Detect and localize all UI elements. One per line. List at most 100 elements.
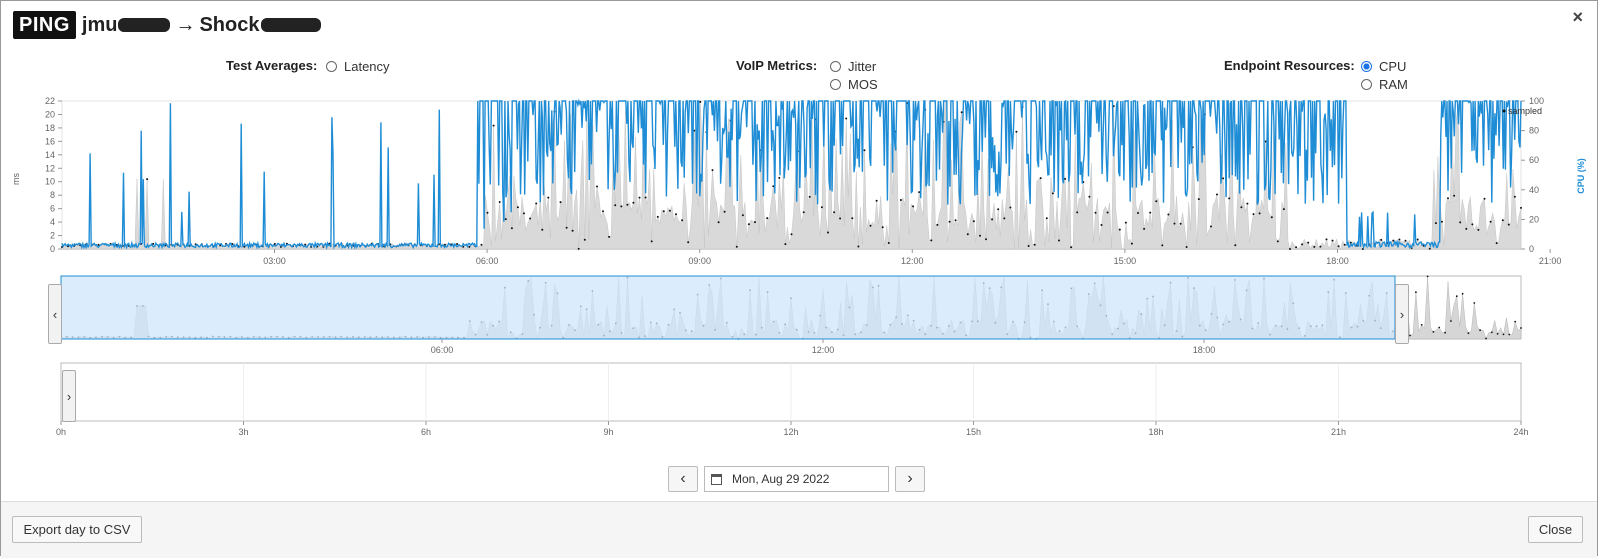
sample-dot — [1070, 246, 1073, 249]
latency-area — [61, 101, 1522, 250]
overview-x-tick-label: 12:00 — [812, 345, 835, 355]
day-range-handle[interactable]: › — [62, 370, 76, 422]
day-x-tick-label: 15h — [966, 427, 981, 437]
sample-dot — [523, 212, 525, 215]
radio-latency[interactable]: Latency — [326, 59, 390, 74]
sample-dot — [1477, 228, 1480, 231]
day-range-chart[interactable]: 0h 3h 6h 9h 12h 15h 18h 21h 24h — [1, 356, 1600, 446]
next-day-button[interactable]: › — [895, 466, 925, 492]
close-button[interactable]: Close — [1528, 516, 1583, 543]
prev-day-button[interactable]: ‹ — [668, 466, 698, 492]
legend-label: sampled — [1508, 106, 1542, 116]
sample-dot — [602, 210, 604, 213]
sample-dot — [1027, 245, 1030, 247]
overview-left-handle[interactable]: ‹ — [48, 284, 62, 344]
sample-dot — [559, 201, 562, 204]
radio-mos[interactable]: MOS — [830, 77, 878, 92]
sample-dot — [790, 233, 793, 236]
sample-dot — [498, 201, 501, 203]
sample-dot — [1179, 222, 1182, 225]
overview-right-handle[interactable]: › — [1395, 284, 1409, 344]
radio-circle-icon[interactable] — [1361, 79, 1372, 90]
sample-dot — [863, 149, 866, 152]
sample-dot — [1137, 212, 1139, 214]
sample-dot — [851, 217, 854, 220]
sample-dot — [638, 196, 641, 199]
radio-checked-icon[interactable] — [1361, 61, 1372, 72]
radio-circle-icon[interactable] — [830, 79, 841, 90]
sample-dot — [766, 217, 769, 220]
sample-dot — [547, 196, 550, 199]
y-left-tick-label: 2 — [50, 231, 55, 241]
sample-dot — [1009, 206, 1012, 209]
sample-dot — [1495, 242, 1498, 245]
sample-dot — [97, 243, 100, 246]
redaction-scribble — [260, 18, 321, 32]
y-right-tick-label: 100 — [1529, 96, 1544, 106]
sample-dot — [1058, 239, 1060, 242]
sample-dot — [1252, 213, 1255, 216]
date-picker-field[interactable]: Mon, Aug 29 2022 — [704, 466, 889, 492]
sample-dot — [1246, 202, 1249, 205]
sample-dot — [1282, 208, 1285, 211]
overview-x-tick-label: 18:00 — [1193, 345, 1216, 355]
overview-dot — [1514, 320, 1517, 323]
y-left-tick-label: 6 — [50, 204, 55, 214]
radio-ram[interactable]: RAM — [1361, 77, 1408, 92]
radio-circle-icon[interactable] — [830, 61, 841, 72]
legend-marker — [1502, 109, 1506, 113]
sample-dot — [632, 201, 635, 204]
voip-metrics-label: VoIP Metrics: — [736, 58, 818, 73]
sample-dot — [504, 218, 507, 221]
destination-name: Shock — [199, 13, 260, 36]
sample-dot — [1295, 246, 1298, 249]
sample-dot — [912, 205, 915, 208]
sample-dot — [1489, 220, 1492, 223]
sample-dot — [735, 245, 738, 248]
sample-dot — [808, 195, 811, 198]
radio-circle-icon[interactable] — [326, 61, 337, 72]
radio-label: Jitter — [848, 59, 877, 74]
sample-dot — [1064, 177, 1067, 180]
radio-cpu[interactable]: CPU — [1361, 59, 1406, 74]
sample-dot — [845, 117, 848, 120]
sample-dot — [1398, 238, 1401, 241]
sample-dot — [979, 234, 981, 237]
sample-dot — [529, 217, 532, 220]
sample-dot — [1471, 223, 1474, 226]
sample-dot — [656, 215, 659, 218]
y-left-tick-label: 22 — [45, 96, 55, 106]
sample-dot — [1197, 198, 1200, 201]
sample-dot — [985, 238, 987, 241]
export-csv-button[interactable]: Export day to CSV — [12, 516, 142, 543]
sample-dot — [1051, 192, 1054, 195]
y-left-tick-label: 14 — [45, 150, 55, 160]
sample-dot — [991, 218, 994, 221]
sample-dot — [152, 242, 155, 245]
sample-dot — [1118, 228, 1121, 231]
day-x-tick-label: 3h — [238, 427, 248, 437]
sample-dot — [1039, 177, 1042, 180]
x-tick-label: 15:00 — [1114, 256, 1137, 266]
radio-label: RAM — [1379, 77, 1408, 92]
radio-jitter[interactable]: Jitter — [830, 59, 876, 74]
radio-label: CPU — [1379, 59, 1407, 74]
sample-dot — [784, 243, 787, 246]
x-tick-label: 12:00 — [901, 256, 924, 266]
sample-dot — [827, 231, 829, 234]
y-left-tick-label: 10 — [45, 177, 55, 187]
x-tick-label: 09:00 — [688, 256, 711, 266]
overview-chart[interactable]: 06:00 12:00 18:00 — [1, 271, 1600, 356]
sample-dot — [492, 124, 495, 127]
overview-dot — [1508, 333, 1511, 336]
main-chart[interactable]: 0 2 4 6 8 10 12 14 16 18 20 22 ms 0 20 40 60 80 100 CPU (%)… — [1, 91, 1600, 366]
sample-dot — [954, 219, 957, 222]
close-icon[interactable]: × — [1572, 7, 1583, 27]
y-left-tick-label: 18 — [45, 123, 55, 133]
sample-dot — [1173, 222, 1176, 225]
y-left-tick-label: 4 — [50, 217, 55, 227]
radio-label: MOS — [848, 77, 878, 92]
sample-dot — [717, 221, 720, 224]
overview-dot — [1415, 291, 1417, 294]
